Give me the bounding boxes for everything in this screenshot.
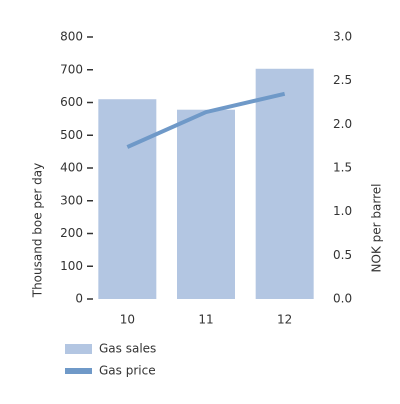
y-tick-label: 0 xyxy=(75,292,83,306)
y2-tick-label: 2.0 xyxy=(333,117,352,131)
y2-tick-label: 2.5 xyxy=(333,73,352,87)
y-tick-label: 400 xyxy=(60,161,83,175)
x-tick-label: 11 xyxy=(198,313,213,327)
line xyxy=(126,91,286,149)
y2-tick-label: 3.0 xyxy=(333,30,352,44)
y2-tick-label: 0.5 xyxy=(333,248,352,262)
y-tick-label: 100 xyxy=(60,259,83,273)
y-tick-label: 200 xyxy=(60,226,83,240)
y-tick-label: 300 xyxy=(60,193,83,207)
y-tick-label: 500 xyxy=(60,128,83,142)
legend-swatch xyxy=(65,368,92,374)
bar xyxy=(177,109,235,299)
legend-label: Gas price xyxy=(99,364,156,378)
x-tick-label: 12 xyxy=(277,313,292,327)
y2-tick-label: 0.0 xyxy=(333,292,352,306)
y-axis-label: Thousand boe per day xyxy=(31,163,45,299)
y2-axis-label: NOK per barrel xyxy=(370,184,384,273)
legend-label: Gas sales xyxy=(99,342,156,356)
y2-tick-label: 1.5 xyxy=(333,161,352,175)
y2-tick-label: 1.0 xyxy=(333,204,352,218)
bar xyxy=(255,68,314,299)
legend-swatch xyxy=(65,344,92,354)
x-tick-label: 10 xyxy=(120,313,135,327)
bar xyxy=(98,99,157,299)
y-tick-label: 700 xyxy=(60,62,83,76)
y-tick-label: 800 xyxy=(60,30,83,44)
y-tick-label: 600 xyxy=(60,95,83,109)
